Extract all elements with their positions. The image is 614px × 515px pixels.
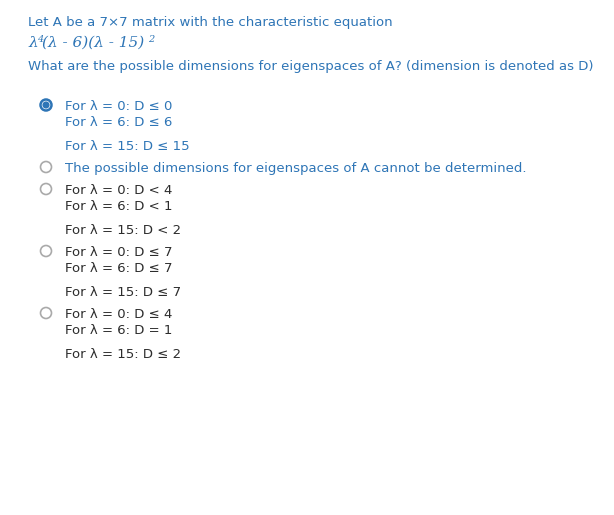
Text: 4: 4: [37, 35, 43, 44]
Circle shape: [41, 246, 52, 256]
Text: For λ = 15: D < 2: For λ = 15: D < 2: [65, 224, 181, 237]
Text: For λ = 0: D < 4: For λ = 0: D < 4: [65, 184, 173, 197]
Text: The possible dimensions for eigenspaces of A cannot be determined.: The possible dimensions for eigenspaces …: [65, 162, 526, 175]
Text: For λ = 0: D ≤ 0: For λ = 0: D ≤ 0: [65, 100, 173, 113]
Text: For λ = 15: D ≤ 7: For λ = 15: D ≤ 7: [65, 286, 181, 299]
Text: For λ = 0: D ≤ 4: For λ = 0: D ≤ 4: [65, 308, 173, 321]
Text: λ: λ: [28, 36, 37, 50]
Circle shape: [41, 99, 52, 111]
Text: For λ = 6: D ≤ 6: For λ = 6: D ≤ 6: [65, 116, 173, 129]
Text: For λ = 6: D = 1: For λ = 6: D = 1: [65, 324, 173, 337]
Circle shape: [41, 183, 52, 195]
Text: What are the possible dimensions for eigenspaces of A? (dimension is denoted as : What are the possible dimensions for eig…: [28, 60, 594, 73]
Text: (λ - 6)(λ - 15): (λ - 6)(λ - 15): [42, 36, 144, 50]
Text: For λ = 6: D ≤ 7: For λ = 6: D ≤ 7: [65, 262, 173, 275]
Text: For λ = 15: D ≤ 15: For λ = 15: D ≤ 15: [65, 140, 190, 153]
Text: Let A be a 7×7 matrix with the characteristic equation: Let A be a 7×7 matrix with the character…: [28, 16, 392, 29]
Text: For λ = 15: D ≤ 2: For λ = 15: D ≤ 2: [65, 348, 181, 361]
Circle shape: [41, 307, 52, 318]
Text: 2: 2: [148, 35, 154, 44]
Circle shape: [43, 102, 49, 108]
Circle shape: [41, 162, 52, 173]
Text: For λ = 6: D < 1: For λ = 6: D < 1: [65, 200, 173, 213]
Text: For λ = 0: D ≤ 7: For λ = 0: D ≤ 7: [65, 246, 173, 259]
